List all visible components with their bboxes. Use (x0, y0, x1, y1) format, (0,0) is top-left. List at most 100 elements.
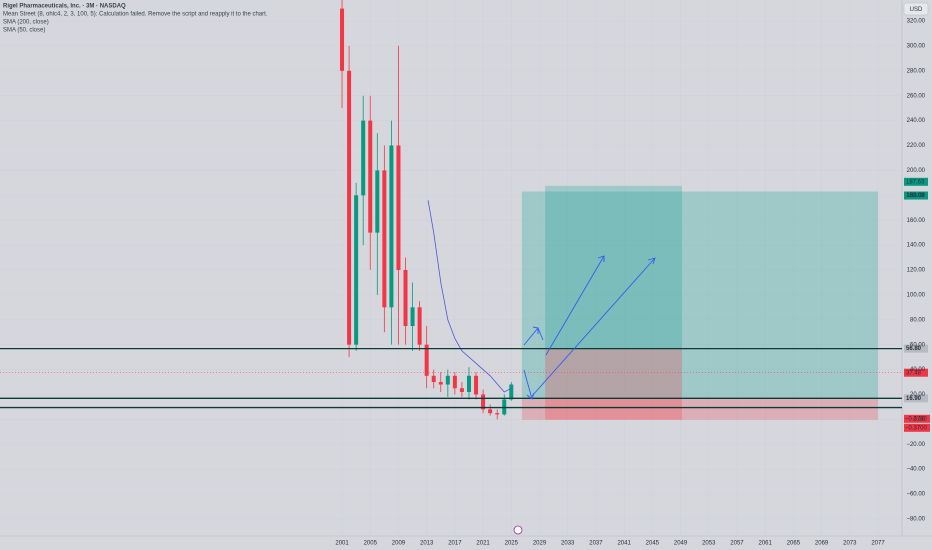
y-tick-label: 140.00 (907, 243, 926, 249)
y-tick-label: 160.00 (907, 218, 926, 224)
target-tag-label: 183.03 (906, 193, 925, 199)
price-tag (904, 368, 928, 377)
stop-tag (904, 414, 930, 423)
price-tag-label: 56.80 (906, 346, 922, 352)
stop-tag-label: −0.3700 (905, 416, 928, 422)
candle-body (417, 307, 422, 345)
x-tick-label: 2021 (476, 541, 490, 547)
y-tick-label: 280.00 (907, 68, 926, 74)
candle-body (424, 344, 429, 376)
candle-body (466, 375, 471, 392)
candle-body (389, 145, 394, 308)
x-tick-label: 2069 (815, 541, 829, 547)
candle-body (459, 388, 464, 392)
legend-entry: SMA (200, close) (3, 20, 49, 26)
x-tick-label: 2017 (448, 541, 462, 547)
y-tick-label: −60.00 (906, 492, 925, 498)
grid (0, 0, 902, 536)
price-tag-label: 16.90 (906, 396, 922, 402)
x-tick-label: 2045 (646, 541, 660, 547)
candle-body (382, 170, 387, 308)
currency-box[interactable] (903, 2, 929, 16)
target-tag (904, 177, 928, 186)
x-tick-label: 2057 (730, 541, 744, 547)
y-tick-label: 60.00 (910, 342, 926, 348)
candle-body (410, 307, 415, 327)
y-tick-label: −20.00 (906, 442, 925, 448)
y-tick-label: 40.00 (910, 367, 926, 373)
x-tick-label: 2001 (335, 541, 349, 547)
x-tick-label: 2033 (561, 541, 575, 547)
candle-body (403, 269, 408, 327)
candle-body (375, 170, 380, 233)
x-tick-label: 2041 (617, 541, 631, 547)
y-tick-label: 240.00 (907, 118, 926, 124)
y-tick-label: 320.00 (907, 19, 926, 25)
x-tick-label: 2065 (787, 541, 801, 547)
plot (0, 0, 902, 420)
arrow (523, 326, 544, 346)
candle-body (509, 384, 514, 400)
x-tick-label: 2053 (702, 541, 716, 547)
price-tag (904, 344, 928, 353)
stop-tag-label: −0.3700 (905, 425, 928, 431)
candle-body (347, 70, 352, 345)
loss-zone (521, 398, 879, 420)
x-tick-label: 2005 (364, 541, 378, 547)
loss-zone (545, 348, 682, 420)
x-tick-label: 2037 (589, 541, 603, 547)
legend-entry: SMA (50, close) (3, 28, 45, 34)
target-tag-label: 187.63 (906, 179, 925, 185)
stop-tag (904, 423, 930, 432)
y-tick-label: −80.00 (906, 517, 925, 523)
arrows (523, 255, 656, 400)
chart-title: Rigel Pharmaceuticals, Inc. · 3M · NASDA… (3, 4, 126, 10)
y-tick-label: 80.00 (910, 317, 926, 323)
candle-body (361, 120, 366, 196)
candle-body (431, 375, 436, 383)
target-tag (904, 191, 928, 200)
y-tick-label: 100.00 (907, 292, 926, 298)
price-tag-label: 37.48 (906, 370, 922, 376)
y-tick-label: −40.00 (906, 467, 925, 473)
y-tick-label: 220.00 (907, 143, 926, 149)
y-tick-label: 180.00 (907, 193, 926, 199)
legend-entry: Mean Street (8, ohlc4, 2, 3, 100, 5): Ca… (3, 12, 268, 18)
candle-body (354, 195, 359, 345)
profit-zone (545, 185, 682, 349)
candle-body (445, 375, 450, 385)
positions (521, 185, 879, 420)
candle-body (488, 409, 493, 414)
candle-body (340, 8, 345, 71)
price-tag (904, 394, 928, 403)
arrow (531, 257, 656, 397)
x-tick-label: 2061 (759, 541, 773, 547)
sma-line (427, 200, 512, 393)
currency[interactable]: USD (910, 7, 923, 13)
x-tick-label: 2077 (871, 541, 885, 547)
y-tick-label: 0.00 (913, 417, 925, 423)
candle-body (452, 375, 457, 389)
x-tick-label: 2013 (420, 541, 434, 547)
arrow (545, 255, 605, 356)
x-tick-label: 2049 (674, 541, 688, 547)
event-icon[interactable] (513, 525, 523, 535)
x-tick-label: 2025 (505, 541, 519, 547)
y-tick-label: 120.00 (907, 268, 926, 274)
y-tick-label: 20.00 (910, 392, 926, 398)
price-axis (902, 0, 932, 550)
candle-body (474, 375, 479, 395)
candle-body (481, 394, 486, 410)
y-tick-label: 200.00 (907, 168, 926, 174)
candle-body (368, 120, 373, 233)
x-tick-label: 2009 (392, 541, 406, 547)
y-tick-label: 300.00 (907, 44, 926, 50)
price-tags: 56.80 16.90 37.48 183.03 −0.3700 187.63 −0.370… (904, 177, 930, 432)
x-tick-label: 2029 (533, 541, 547, 547)
candle-body (396, 145, 401, 270)
candle-body (438, 382, 443, 385)
y-tick-label: 260.00 (907, 93, 926, 99)
candle-body (495, 413, 500, 415)
